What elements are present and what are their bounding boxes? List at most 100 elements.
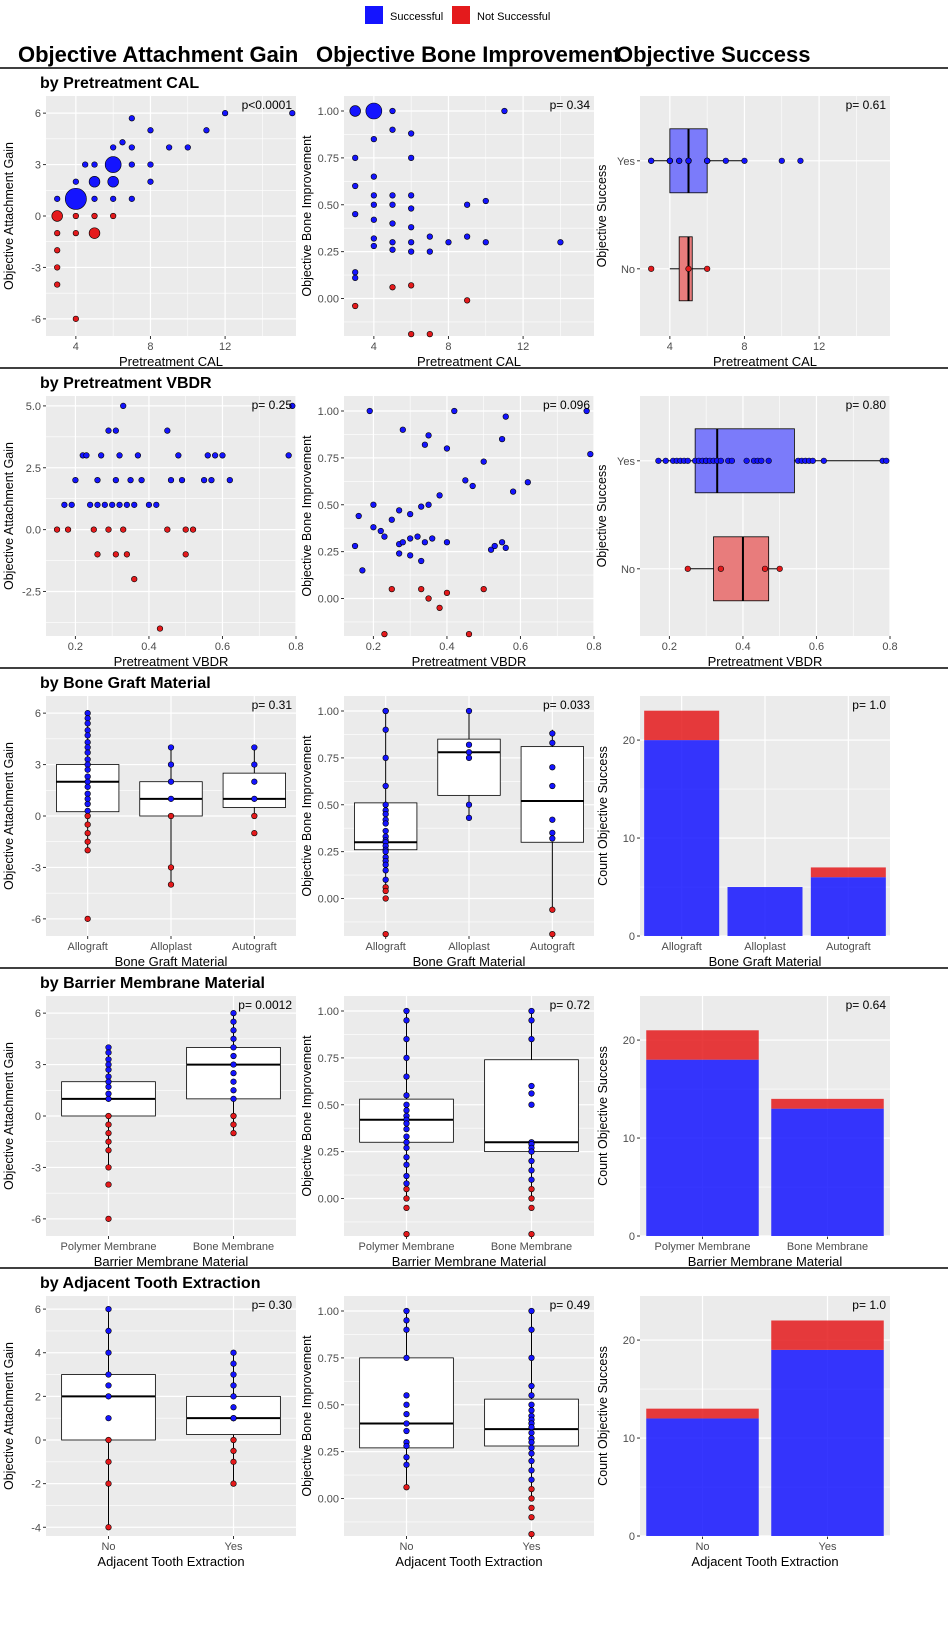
x-tick-label: 0.4 bbox=[439, 641, 454, 653]
chart-panel: No Yes 0.00 0.25 0.50 0.75 1.00 p= 0.49 Adjacent… bbox=[300, 1296, 594, 1569]
data-point bbox=[389, 126, 396, 133]
data-point bbox=[349, 105, 361, 117]
y-tick-label: 0.50 bbox=[318, 1400, 339, 1412]
data-point bbox=[425, 501, 432, 508]
data-point bbox=[389, 201, 396, 208]
data-point bbox=[110, 212, 117, 220]
row-title-pretreatment-cal: by Pretreatment CAL bbox=[40, 75, 199, 92]
y-tick-label: 0.50 bbox=[318, 1100, 339, 1112]
data-point bbox=[528, 1036, 535, 1043]
data-point bbox=[167, 778, 175, 785]
data-point bbox=[105, 1078, 112, 1085]
data-point bbox=[403, 1326, 410, 1333]
data-point bbox=[722, 157, 729, 164]
data-point bbox=[465, 814, 473, 821]
data-point bbox=[366, 407, 373, 415]
data-point bbox=[528, 1176, 535, 1183]
y-tick-label: 0.75 bbox=[318, 153, 339, 165]
box-body bbox=[222, 772, 286, 808]
x-tick-label: Autograft bbox=[232, 941, 277, 953]
data-point bbox=[131, 575, 138, 583]
data-point bbox=[128, 115, 135, 122]
y-tick-label: 6 bbox=[35, 1304, 41, 1316]
data-point bbox=[365, 102, 383, 120]
data-point bbox=[528, 1148, 535, 1155]
data-point bbox=[370, 192, 377, 199]
data-point bbox=[728, 457, 736, 464]
data-point bbox=[105, 1121, 112, 1128]
data-point bbox=[167, 795, 175, 802]
data-point bbox=[82, 161, 89, 168]
data-point bbox=[377, 527, 384, 535]
data-point bbox=[403, 1392, 410, 1399]
data-point bbox=[465, 754, 473, 761]
data-point bbox=[528, 1204, 535, 1211]
row-title-adjacent-tooth: by Adjacent Tooth Extraction bbox=[40, 1275, 260, 1292]
data-point bbox=[105, 1147, 112, 1154]
y-tick-label: 0.75 bbox=[318, 1353, 339, 1365]
data-point bbox=[408, 130, 415, 137]
data-point bbox=[389, 246, 396, 253]
data-point bbox=[389, 239, 396, 246]
bar-not-successful bbox=[771, 1320, 884, 1350]
data-point bbox=[110, 195, 117, 202]
data-point bbox=[105, 1349, 112, 1356]
y-tick-label: 0.00 bbox=[318, 594, 339, 606]
data-point bbox=[147, 127, 154, 134]
data-point bbox=[352, 269, 359, 276]
data-point bbox=[743, 457, 750, 464]
data-point bbox=[84, 915, 91, 922]
p-value: p= 0.34 bbox=[550, 98, 591, 112]
data-point bbox=[407, 511, 414, 518]
data-point bbox=[153, 501, 160, 508]
y-tick-label: 6 bbox=[35, 708, 41, 720]
y-axis-label: Objective Attachment Gain bbox=[2, 1042, 16, 1190]
data-point bbox=[403, 1411, 410, 1418]
data-point bbox=[408, 248, 415, 255]
data-point bbox=[105, 1415, 112, 1422]
x-tick-label: Alloplast bbox=[448, 941, 490, 953]
p-value: p= 0.31 bbox=[252, 698, 293, 712]
data-point bbox=[123, 551, 130, 558]
y-tick-label: -2.5 bbox=[22, 586, 41, 598]
p-value: p= 0.72 bbox=[550, 998, 591, 1012]
data-point bbox=[230, 1044, 237, 1051]
data-point bbox=[528, 1444, 535, 1451]
data-point bbox=[105, 1371, 112, 1378]
y-tick-label: Yes bbox=[617, 156, 635, 168]
chart-panel: 0.2 0.4 0.6 0.8 0.00 0.25 0.50 0.75 1.00 p= 0.096… bbox=[300, 396, 602, 669]
column-header-attachment-gain: Objective Attachment Gain bbox=[18, 42, 298, 67]
data-point bbox=[200, 477, 208, 484]
y-tick-label: -4 bbox=[31, 1522, 41, 1534]
data-point bbox=[528, 1307, 535, 1315]
data-point bbox=[230, 1130, 237, 1137]
x-tick-label: 8 bbox=[147, 341, 153, 353]
data-point bbox=[676, 157, 683, 164]
data-point bbox=[54, 195, 61, 202]
data-point bbox=[765, 457, 772, 464]
data-point bbox=[120, 526, 127, 533]
data-point bbox=[498, 539, 506, 546]
data-point bbox=[528, 1514, 535, 1521]
data-point bbox=[528, 1392, 535, 1399]
data-point bbox=[758, 457, 765, 464]
data-point bbox=[105, 1480, 112, 1487]
data-point bbox=[480, 586, 487, 593]
data-point bbox=[382, 887, 389, 895]
data-point bbox=[462, 477, 469, 484]
p-value: p= 0.49 bbox=[550, 1298, 591, 1312]
data-point bbox=[84, 838, 91, 845]
data-point bbox=[528, 1504, 535, 1511]
data-point bbox=[138, 477, 145, 484]
data-point bbox=[112, 427, 119, 434]
p-value: p= 0.61 bbox=[846, 98, 887, 112]
data-point bbox=[370, 242, 377, 250]
chart-panel: 0.2 0.4 0.6 0.8 -2.5 0.0 2.5 5.0 p= 0.25 Pretreat… bbox=[2, 396, 304, 669]
data-point bbox=[382, 895, 389, 902]
data-point bbox=[778, 157, 785, 164]
y-tick-label: -2 bbox=[31, 1479, 41, 1491]
data-point bbox=[482, 197, 489, 205]
data-point bbox=[230, 1052, 237, 1060]
y-tick-label: 0.00 bbox=[318, 894, 339, 906]
data-point bbox=[381, 533, 388, 540]
